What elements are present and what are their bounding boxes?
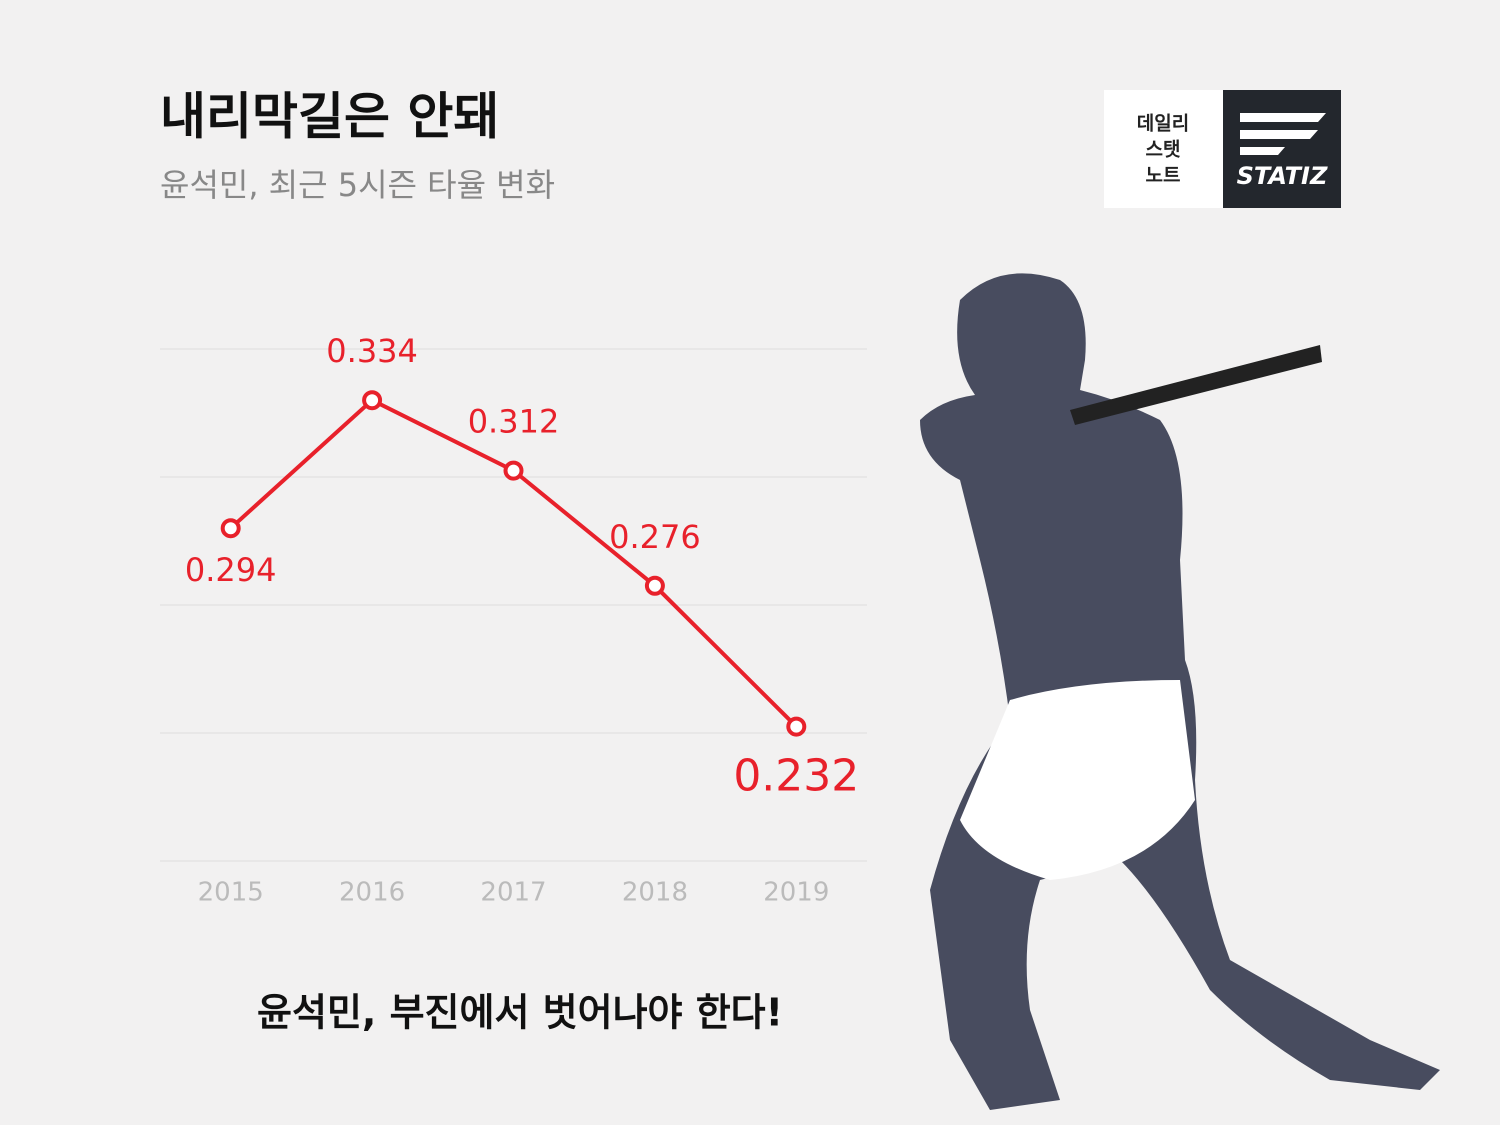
data-label: 0.276 bbox=[609, 518, 701, 556]
logo-line: 스탯 bbox=[1146, 139, 1181, 161]
data-point bbox=[503, 460, 524, 481]
data-label: 0.294 bbox=[185, 551, 277, 589]
logo: 데일리 스탯 노트 STATIZ bbox=[1104, 90, 1341, 208]
data-point bbox=[220, 518, 241, 539]
footer: 윤석민, 부진에서 벗어나야 한다! bbox=[257, 991, 783, 1035]
data-point bbox=[644, 575, 665, 596]
bat bbox=[1070, 345, 1322, 425]
x-tick-label: 2018 bbox=[622, 878, 688, 908]
logo-mark bbox=[1240, 113, 1326, 155]
x-tick-label: 2016 bbox=[339, 878, 405, 908]
x-tick-label: 2015 bbox=[198, 878, 264, 908]
logo-brand: STATIZ bbox=[1237, 162, 1328, 190]
logo-line: 데일리 bbox=[1137, 113, 1189, 135]
player-silhouette bbox=[920, 273, 1440, 1110]
player-pants bbox=[960, 680, 1195, 880]
x-tick-label: 2019 bbox=[763, 878, 829, 908]
logo-line: 노트 bbox=[1146, 165, 1181, 187]
data-point bbox=[786, 716, 807, 737]
data-point bbox=[362, 390, 383, 411]
title: 내리막길은 안돼 bbox=[160, 88, 499, 146]
data-label: 0.232 bbox=[733, 751, 859, 802]
data-label: 0.334 bbox=[326, 332, 418, 370]
subtitle: 윤석민, 최근 5시즌 타율 변화 bbox=[160, 166, 555, 204]
logo-left bbox=[1104, 90, 1223, 208]
x-tick-label: 2017 bbox=[480, 878, 546, 908]
data-label: 0.312 bbox=[468, 403, 560, 441]
